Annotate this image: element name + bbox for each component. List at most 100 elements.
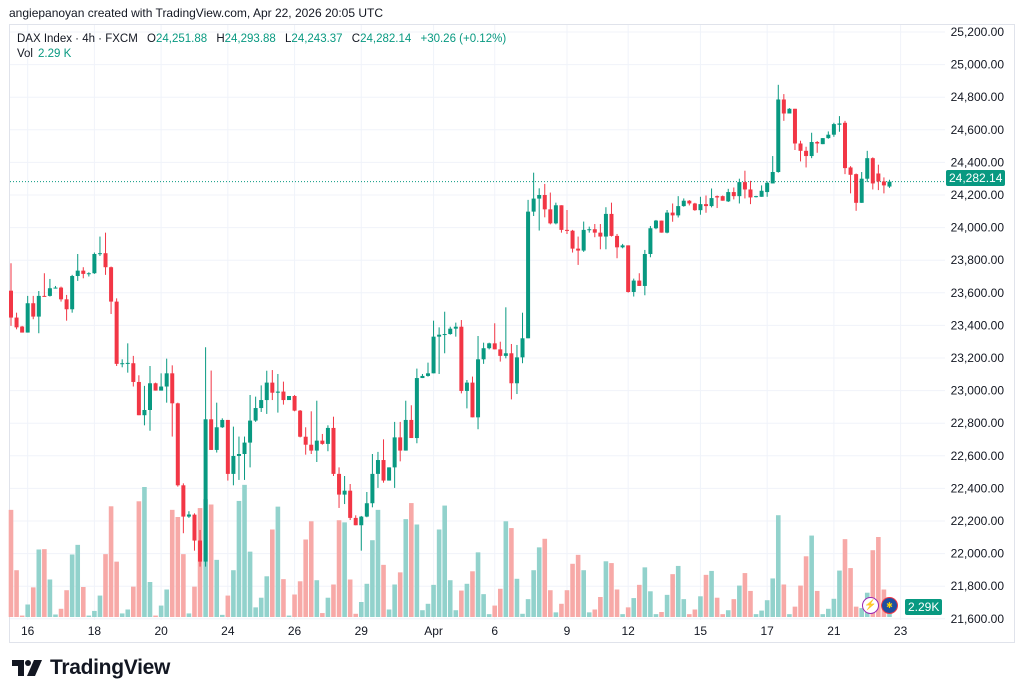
volume-bar [403, 519, 409, 617]
volume-bar [281, 579, 286, 617]
candle-down [42, 295, 47, 297]
volume-bar [275, 506, 281, 617]
volume-bar [575, 554, 581, 617]
close-label: C [351, 33, 361, 45]
candle-down [792, 108, 797, 144]
x-tick-label: 23 [894, 624, 908, 638]
volume-bar [687, 614, 692, 617]
candle-down [59, 287, 64, 300]
volume-bar [425, 603, 431, 617]
volume-bar [30, 587, 36, 617]
volume-label: Vol [17, 48, 33, 60]
volume-bar [125, 609, 131, 617]
volume-bar [264, 576, 270, 617]
volume-bar [320, 613, 325, 617]
volume-bar [392, 584, 397, 617]
volume-bar [876, 537, 881, 617]
volume-bar [853, 606, 859, 617]
tradingview-logo-icon [12, 660, 42, 676]
candle-up [259, 400, 264, 409]
volume-bar [370, 540, 375, 617]
candle-up [642, 254, 647, 286]
volume-bar [636, 584, 642, 617]
open-label: O [147, 33, 156, 45]
volume-bar [214, 559, 220, 617]
low-label: L [285, 33, 292, 45]
volume-bar [47, 579, 53, 617]
price-change: +30.26 (+0.12%) [420, 33, 507, 45]
candle-up [653, 220, 658, 229]
volume-bar [242, 484, 247, 617]
volume-bar [492, 605, 498, 617]
volume-bar [342, 522, 347, 617]
volume-bar [564, 590, 570, 617]
candle-down [876, 173, 881, 182]
symbol-title[interactable]: DAX Index · 4h · FXCM [17, 33, 138, 45]
volume-bar [192, 586, 197, 617]
volume-bar [459, 590, 464, 617]
tradingview-logo[interactable]: TradingView [12, 656, 170, 680]
y-tick-label: 23,000.00 [951, 384, 1005, 398]
volume-bar [397, 572, 403, 617]
y-tick-label: 21,800.00 [951, 579, 1005, 593]
volume-bar [236, 500, 242, 617]
candle-down [459, 326, 464, 391]
candle-up [464, 382, 469, 391]
candle-down [843, 122, 847, 169]
candle-up [142, 409, 147, 416]
candle-down [592, 229, 597, 233]
volume-bar [169, 509, 175, 617]
volume-bar [108, 506, 114, 617]
volume-bar [598, 597, 603, 617]
candle-down [9, 290, 13, 318]
volume-bar [692, 609, 698, 617]
eu-flag-icon[interactable]: ✱ [881, 597, 898, 614]
candle-down [548, 209, 553, 224]
volume-bar [8, 509, 14, 617]
candle-down [64, 299, 69, 310]
candle-up [587, 229, 592, 231]
x-tick-label: 29 [355, 624, 369, 638]
volume-bar [258, 597, 264, 617]
volume-bar [770, 578, 776, 617]
candle-up [759, 190, 764, 197]
candle-up [92, 254, 97, 274]
candle-up [253, 408, 258, 421]
candle-up [537, 195, 542, 199]
volume-bar [820, 614, 826, 617]
candle-up [53, 287, 58, 289]
volume-bar [548, 590, 553, 617]
x-tick-label: 9 [564, 624, 571, 638]
candle-down [353, 517, 358, 526]
candle-down [748, 189, 753, 198]
volume-bar [642, 567, 648, 617]
candle-down [881, 181, 886, 186]
candle-down [192, 514, 197, 541]
volume-bar [297, 581, 303, 617]
candle-down [659, 220, 664, 233]
candle-down [565, 229, 569, 231]
candle-up [826, 134, 831, 139]
volume-bar [103, 554, 108, 617]
open-value: 24,251.88 [155, 33, 208, 45]
candle-down [225, 419, 230, 474]
volume-bar [286, 615, 292, 617]
lightning-icon[interactable]: ⚡ [862, 597, 879, 614]
volume-bar [731, 599, 737, 617]
volume-bar [292, 594, 297, 617]
candle-down [598, 232, 603, 237]
volume-bar [303, 539, 308, 617]
candle-up [809, 142, 814, 157]
candle-down [170, 373, 175, 404]
candle-up [287, 395, 291, 401]
candle-down [470, 382, 475, 418]
volume-bar [581, 570, 586, 617]
volume-bar [831, 598, 837, 617]
candle-up [476, 359, 481, 418]
candle-down [720, 196, 725, 201]
candle-down [303, 436, 308, 445]
last-price-badge: 24,282.14 [946, 170, 1006, 186]
candle-down [509, 353, 514, 384]
candle-down [492, 343, 497, 350]
